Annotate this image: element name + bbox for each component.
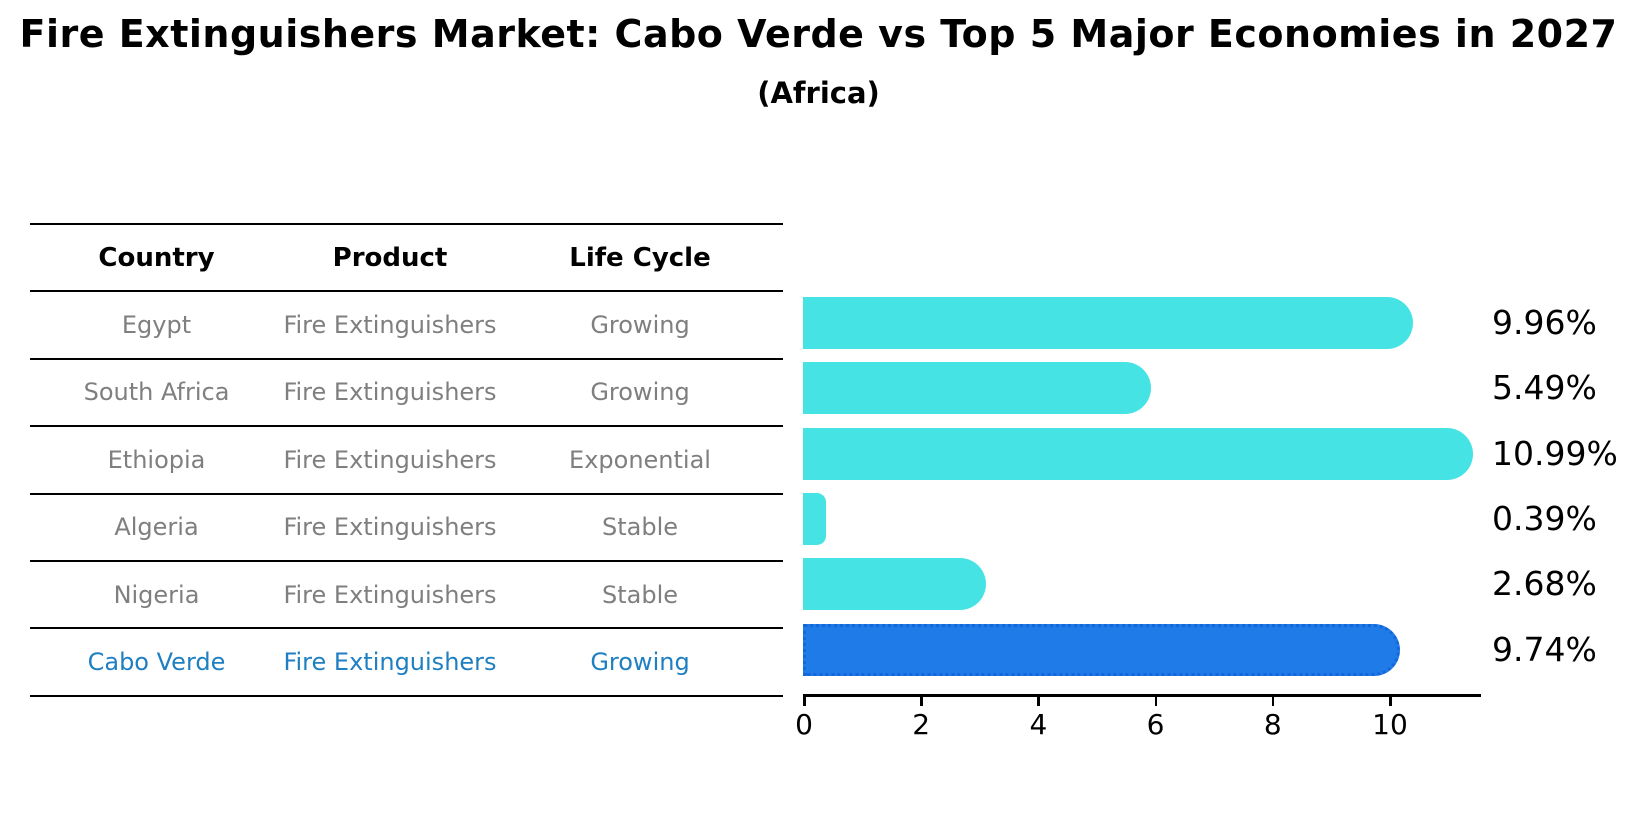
table-row-ethiopia: Ethiopia Fire Extinguishers Exponential xyxy=(30,427,783,495)
bar-cabo-verde[interactable] xyxy=(803,623,1400,676)
x-axis-tick-label-0: 0 xyxy=(795,708,813,741)
row-country-label: Cabo Verde xyxy=(87,648,226,677)
table-row-algeria: Algeria Fire Extinguishers Stable xyxy=(30,495,783,562)
column-header-country: Country xyxy=(98,242,215,273)
table-row-nigeria: Nigeria Fire Extinguishers Stable xyxy=(30,562,783,630)
x-axis-tick-label-6: 6 xyxy=(1146,708,1165,741)
table-row-egypt: Egypt Fire Extinguishers Growing xyxy=(30,292,783,360)
row-life-cycle-label: Exponential xyxy=(569,445,711,474)
row-product-label: Fire Extinguishers xyxy=(283,378,497,407)
row-country-label: South Africa xyxy=(83,378,230,407)
x-axis-tick-0 xyxy=(803,697,806,706)
bar-ethiopia[interactable] xyxy=(803,427,1473,480)
row-life-cycle-label: Stable xyxy=(601,513,679,542)
row-product-label: Fire Extinguishers xyxy=(283,580,497,609)
page-subtitle: (Africa) xyxy=(757,76,880,110)
table-row-cabo-verde: Cabo Verde Fire Extinguishers Growing xyxy=(30,629,783,697)
page-title: Fire Extinguishers Market: Cabo Verde vs… xyxy=(19,12,1618,56)
x-axis-tick-label-10: 10 xyxy=(1372,708,1408,741)
x-axis-tick-2 xyxy=(920,697,923,706)
x-axis-line xyxy=(803,694,1481,697)
x-axis-tick-4 xyxy=(1037,697,1040,706)
x-axis-tick-label-2: 2 xyxy=(912,708,931,741)
row-country-label: Nigeria xyxy=(113,580,200,609)
x-axis-tick-label-4: 4 xyxy=(1029,708,1048,741)
row-product-label: Fire Extinguishers xyxy=(283,648,497,677)
row-country-label: Ethiopia xyxy=(107,445,206,474)
row-product-label: Fire Extinguishers xyxy=(283,311,497,340)
table-header-row: Country Product Life Cycle xyxy=(30,225,783,293)
row-country-label: Algeria xyxy=(114,513,199,542)
row-life-cycle-label: Growing xyxy=(590,378,690,407)
bar-egypt[interactable] xyxy=(803,296,1413,349)
value-label-egypt: 9.96% xyxy=(1492,302,1597,342)
row-product-label: Fire Extinguishers xyxy=(283,445,497,474)
bar-nigeria[interactable] xyxy=(803,558,987,611)
row-life-cycle-label: Growing xyxy=(590,648,690,677)
row-product-label: Fire Extinguishers xyxy=(283,513,497,542)
bar-south-africa[interactable] xyxy=(803,362,1151,415)
value-label-south-africa: 5.49% xyxy=(1492,368,1597,408)
column-header-product: Product xyxy=(332,242,448,273)
x-axis-tick-6 xyxy=(1154,697,1158,706)
comparison-table: Country Product Life Cycle Egypt Fire Ex… xyxy=(30,223,783,697)
value-label-algeria: 0.39% xyxy=(1492,498,1597,538)
x-axis-tick-10 xyxy=(1389,697,1392,706)
row-life-cycle-label: Growing xyxy=(590,311,690,340)
table-row-south-africa: South Africa Fire Extinguishers Growing xyxy=(30,360,783,428)
column-header-life-cycle: Life Cycle xyxy=(569,242,711,273)
value-label-cabo-verde: 9.74% xyxy=(1492,629,1597,669)
x-axis-tick-8 xyxy=(1271,697,1275,706)
value-label-nigeria: 2.68% xyxy=(1492,564,1597,604)
bar-algeria[interactable] xyxy=(803,492,826,545)
row-life-cycle-label: Stable xyxy=(601,580,679,609)
x-axis-tick-label-8: 8 xyxy=(1263,708,1282,741)
value-label-ethiopia: 10.99% xyxy=(1492,433,1618,473)
row-country-label: Egypt xyxy=(121,311,192,340)
